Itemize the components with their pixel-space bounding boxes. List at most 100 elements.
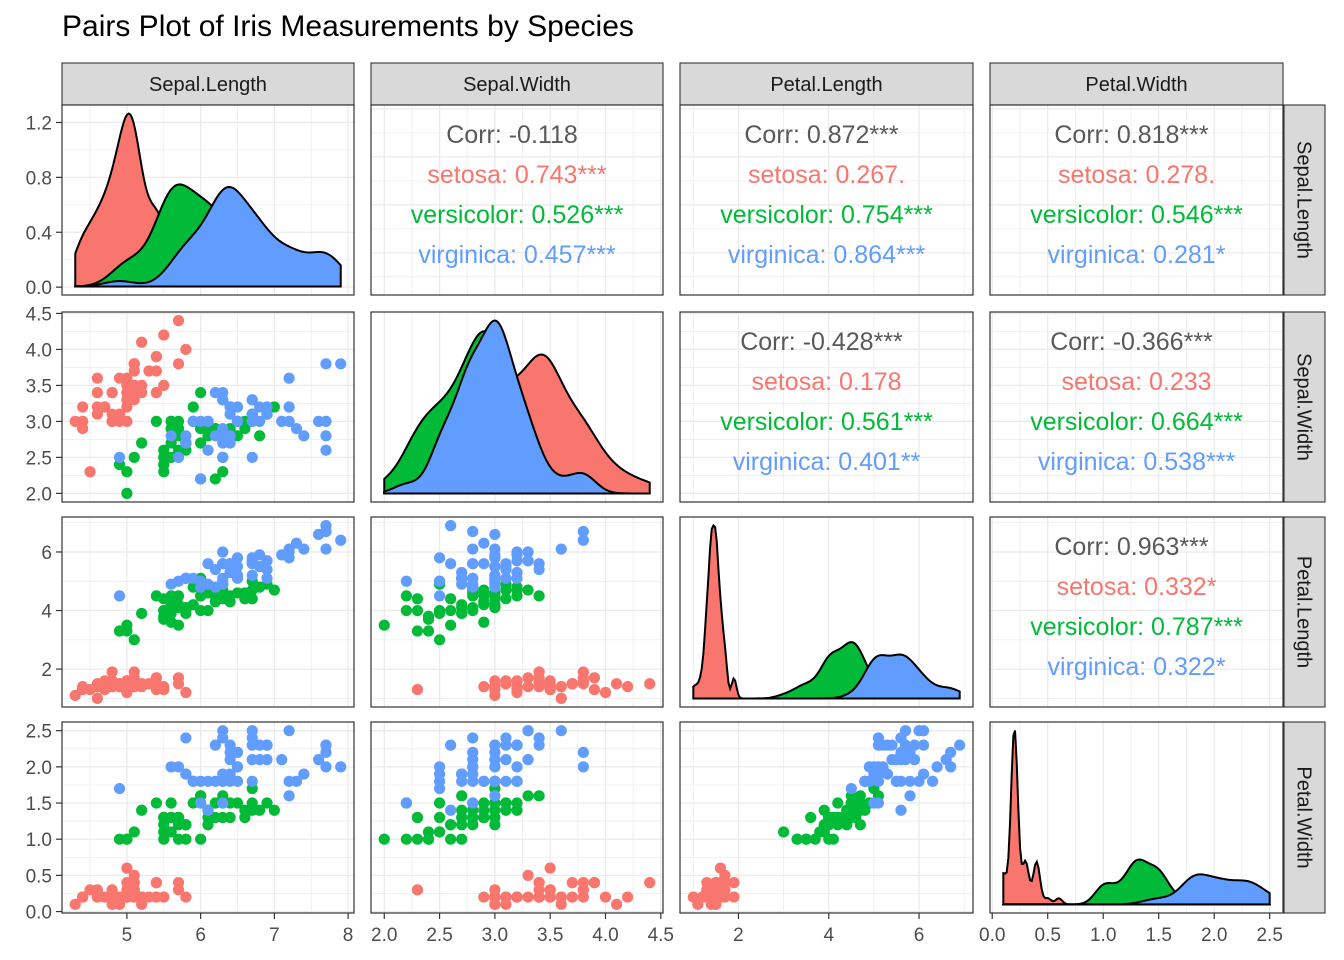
point-virginica xyxy=(209,563,221,576)
point-virginica xyxy=(511,566,523,579)
point-versicolor xyxy=(378,619,390,631)
point-virginica xyxy=(555,543,567,555)
y-tick-label: 3.5 xyxy=(26,376,52,397)
point-virginica xyxy=(890,775,903,787)
point-virginica xyxy=(320,543,332,555)
point-versicolor xyxy=(832,797,844,809)
x-tick-label: 4.5 xyxy=(648,925,674,946)
point-virginica xyxy=(917,725,930,737)
x-tick-label: 2.5 xyxy=(1256,925,1282,946)
point-virginica xyxy=(320,739,332,751)
point-setosa xyxy=(91,681,103,693)
panel-border xyxy=(989,516,1284,708)
point-versicolor xyxy=(158,833,170,845)
point-versicolor xyxy=(500,593,512,605)
point-virginica xyxy=(467,732,479,744)
point-virginica xyxy=(217,768,229,780)
point-virginica xyxy=(895,746,907,758)
point-setosa xyxy=(158,891,170,903)
point-virginica xyxy=(899,725,912,737)
point-virginica xyxy=(276,754,288,766)
point-setosa xyxy=(121,681,133,693)
corr-virginica-label: virginica: 0.538*** xyxy=(1038,448,1236,476)
point-setosa xyxy=(511,891,523,903)
point-virginica xyxy=(478,558,490,570)
point-virginica xyxy=(467,525,479,538)
point-versicolor xyxy=(827,811,839,824)
point-virginica xyxy=(320,761,332,773)
point-virginica xyxy=(224,408,236,420)
point-virginica xyxy=(904,775,916,787)
point-setosa xyxy=(687,891,699,903)
y-tick-label: 4.5 xyxy=(26,304,52,325)
point-virginica xyxy=(195,797,207,809)
point-versicolor xyxy=(239,804,251,816)
column-strip-label: Petal.Width xyxy=(1085,74,1187,96)
point-versicolor xyxy=(445,833,457,845)
point-virginica xyxy=(283,790,295,802)
point-virginica xyxy=(433,590,446,602)
point-virginica xyxy=(445,804,457,816)
point-virginica xyxy=(261,754,273,766)
point-versicolor xyxy=(411,604,424,617)
point-virginica xyxy=(180,732,192,744)
y-tick-label: 0.8 xyxy=(26,168,52,189)
point-setosa xyxy=(588,877,601,889)
point-versicolor xyxy=(209,473,221,485)
corr-overall-label: Corr: 0.963*** xyxy=(1054,533,1209,561)
y-tick-label: 0.0 xyxy=(26,278,52,299)
point-setosa xyxy=(544,862,556,874)
y-tick-label: 0.4 xyxy=(26,223,53,244)
point-setosa xyxy=(91,372,103,384)
point-virginica xyxy=(113,451,126,463)
point-virginica xyxy=(456,768,468,780)
point-virginica xyxy=(187,572,199,584)
point-versicolor xyxy=(150,797,162,809)
point-versicolor xyxy=(489,819,501,831)
panel-background xyxy=(680,312,973,502)
corr-virginica-label: virginica: 0.281* xyxy=(1048,241,1226,269)
point-setosa xyxy=(77,401,89,413)
corr-setosa-label: setosa: 0.233 xyxy=(1061,368,1211,396)
point-versicolor xyxy=(478,596,490,608)
point-virginica xyxy=(180,768,192,780)
point-virginica xyxy=(246,569,258,582)
panel-Sepal.Width-Sepal.Length xyxy=(61,311,355,503)
point-versicolor xyxy=(445,593,457,605)
point-versicolor xyxy=(411,593,424,605)
point-setosa xyxy=(544,675,556,687)
point-versicolor xyxy=(445,819,457,831)
panel-background xyxy=(371,105,663,295)
point-virginica xyxy=(467,572,479,584)
point-versicolor xyxy=(533,590,545,602)
point-versicolor xyxy=(246,584,258,596)
point-setosa xyxy=(610,898,623,910)
point-setosa xyxy=(411,683,424,696)
point-virginica xyxy=(320,444,332,456)
point-versicolor xyxy=(445,604,457,617)
point-setosa xyxy=(533,877,545,889)
point-setosa xyxy=(411,884,424,896)
row-strip xyxy=(1283,311,1326,503)
point-versicolor xyxy=(411,625,424,637)
point-setosa xyxy=(172,358,185,370)
corr-overall-label: Corr: 0.818*** xyxy=(1054,121,1209,149)
point-virginica xyxy=(489,739,501,751)
corr-virginica-label: virginica: 0.864*** xyxy=(728,241,926,269)
point-setosa xyxy=(106,387,118,399)
x-tick-label: 1.0 xyxy=(1090,925,1116,946)
point-setosa xyxy=(566,678,578,690)
panel-Sepal.Width-Sepal.Width xyxy=(370,311,664,503)
point-virginica xyxy=(195,581,207,593)
point-setosa xyxy=(478,891,490,903)
x-tick-label: 2 xyxy=(733,925,744,946)
point-virginica xyxy=(165,578,177,590)
point-versicolor xyxy=(445,619,457,631)
point-virginica xyxy=(489,572,501,584)
point-versicolor xyxy=(778,826,790,838)
point-virginica xyxy=(478,537,490,549)
point-versicolor xyxy=(827,833,839,845)
panel-background xyxy=(62,312,354,502)
point-setosa xyxy=(143,678,155,690)
point-virginica xyxy=(217,732,229,744)
